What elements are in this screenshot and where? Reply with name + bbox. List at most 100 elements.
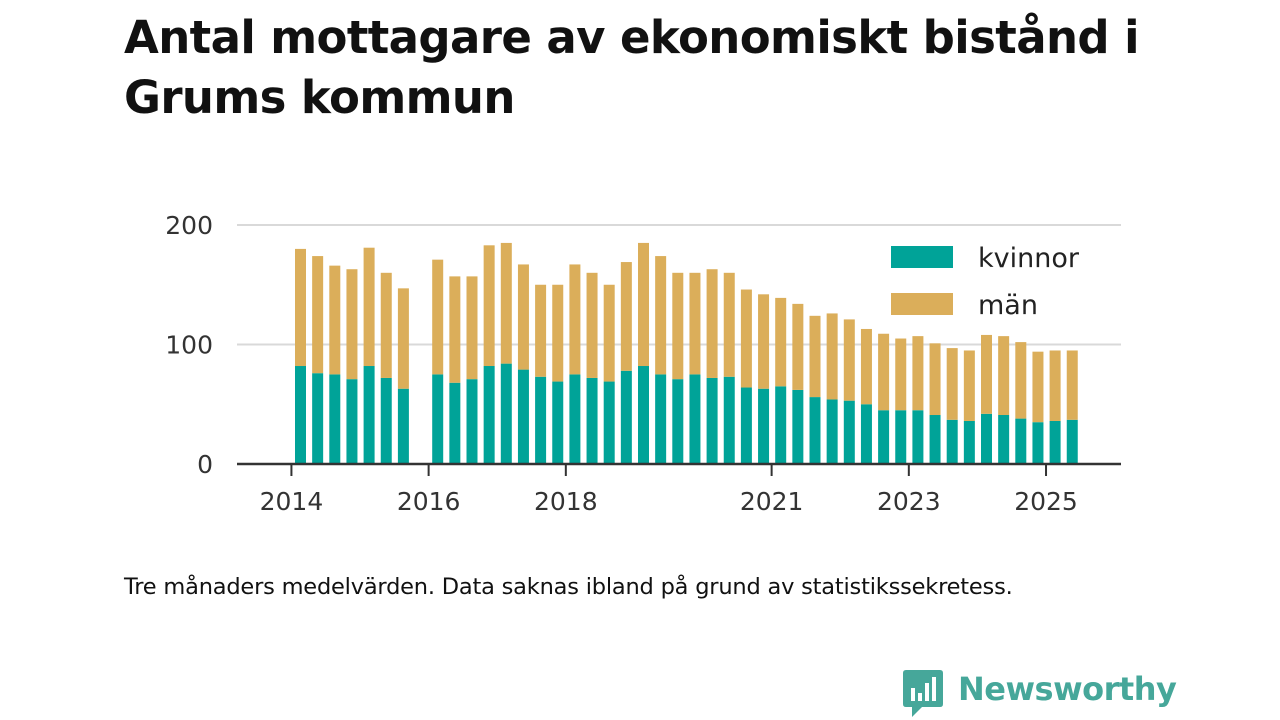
bar-män	[775, 297, 787, 387]
bar-män	[432, 259, 444, 375]
bars	[295, 242, 1078, 465]
chart-title: Antal mottagare av ekonomiskt bistånd i …	[124, 11, 1140, 124]
bar-kvinnor	[689, 374, 701, 465]
bar-män	[517, 264, 529, 370]
bar-kvinnor	[329, 374, 341, 465]
bar-män	[723, 272, 735, 377]
bar-kvinnor	[1015, 418, 1027, 464]
x-tick-label: 2016	[397, 487, 461, 516]
bar-kvinnor	[552, 381, 564, 464]
y-tick-label: 100	[165, 331, 213, 360]
bar-kvinnor	[295, 366, 306, 464]
bar-kvinnor	[792, 389, 804, 464]
bar-män	[792, 303, 804, 390]
newsworthy-logo-icon	[903, 670, 943, 717]
bar-kvinnor	[706, 377, 718, 464]
bar-kvinnor	[535, 376, 547, 464]
bar-män	[740, 289, 752, 388]
bar-män	[843, 319, 855, 401]
bar-kvinnor	[312, 373, 324, 464]
bar-kvinnor	[775, 386, 787, 464]
bar-män	[535, 284, 547, 377]
bar-män	[1015, 342, 1027, 419]
bar-män	[809, 315, 821, 398]
bar-kvinnor	[620, 370, 632, 464]
bar-män	[912, 336, 924, 411]
bar-män	[620, 262, 632, 371]
bar-kvinnor	[998, 415, 1010, 464]
bar-män	[1032, 351, 1044, 423]
footnote: Tre månaders medelvärden. Data saknas ib…	[124, 574, 1013, 600]
x-tick-label: 2025	[1014, 487, 1078, 516]
bar-män	[346, 269, 358, 380]
bar-män	[569, 264, 581, 375]
bar-kvinnor	[603, 381, 615, 464]
bar-kvinnor	[929, 415, 941, 464]
bar-män	[397, 288, 409, 389]
x-tick-label: 2014	[260, 487, 324, 516]
bar-män	[312, 256, 324, 374]
bar-kvinnor	[1032, 422, 1044, 464]
bar-män	[878, 333, 890, 411]
bar-kvinnor	[1066, 419, 1078, 464]
legend-swatch-män	[891, 293, 953, 315]
bar-kvinnor	[809, 397, 821, 464]
bar-män	[981, 334, 992, 414]
brand-logo: Newsworthy	[902, 668, 1177, 720]
bar-kvinnor	[981, 413, 992, 464]
bar-kvinnor	[895, 410, 907, 464]
bar-kvinnor	[363, 366, 375, 464]
y-tick-label: 200	[165, 211, 213, 240]
x-tick-label: 2021	[740, 487, 804, 516]
bar-män	[672, 272, 684, 380]
bar-kvinnor	[517, 369, 529, 464]
bar-kvinnor	[432, 374, 444, 465]
bar-kvinnor	[758, 388, 770, 464]
bar-män	[380, 272, 392, 378]
legend-label-män: män	[978, 290, 1038, 321]
bar-kvinnor	[878, 410, 890, 464]
bar-män	[483, 245, 495, 366]
bar-män	[860, 328, 872, 405]
bar-män	[706, 269, 718, 378]
bar-kvinnor	[449, 382, 461, 464]
bar-kvinnor	[860, 404, 872, 464]
bar-män	[1049, 350, 1061, 421]
bar-män	[689, 272, 701, 375]
bar-kvinnor	[500, 363, 512, 464]
bar-kvinnor	[843, 400, 855, 464]
bar-män	[929, 343, 941, 416]
bar-män	[500, 242, 512, 364]
y-axis: 0 100 200	[165, 211, 213, 479]
bar-män	[603, 284, 615, 382]
bar-kvinnor	[672, 379, 684, 464]
bar-kvinnor	[655, 374, 667, 465]
bar-kvinnor	[723, 376, 735, 464]
bar-män	[895, 338, 907, 411]
bar-män	[963, 350, 975, 421]
bar-kvinnor	[826, 399, 838, 464]
bar-män	[826, 313, 838, 400]
bar-kvinnor	[740, 387, 752, 464]
bar-kvinnor	[1049, 420, 1061, 464]
bar-män	[295, 248, 306, 367]
bar-kvinnor	[912, 410, 924, 464]
bar-kvinnor	[963, 420, 975, 464]
bar-kvinnor	[483, 366, 495, 464]
legend-label-kvinnor: kvinnor	[978, 243, 1080, 274]
bar-män	[655, 256, 667, 375]
bar-män	[946, 348, 958, 420]
bar-män	[1066, 350, 1078, 420]
bar-kvinnor	[397, 388, 409, 464]
legend: kvinnor män	[891, 243, 1080, 321]
legend-swatch-kvinnor	[891, 246, 953, 268]
bar-kvinnor	[380, 377, 392, 464]
bar-män	[552, 284, 564, 382]
bar-män	[586, 272, 598, 378]
x-tick-label: 2018	[534, 487, 598, 516]
bar-kvinnor	[569, 374, 581, 465]
x-axis: 2014 2016 2018 2021 2023 2025	[260, 464, 1078, 516]
y-tick-label: 0	[197, 450, 213, 479]
chart: 0 100 200 2014 2016 2018 2021 2023 2025 kvinnor…	[165, 211, 1121, 516]
brand-name: Newsworthy	[958, 670, 1177, 708]
